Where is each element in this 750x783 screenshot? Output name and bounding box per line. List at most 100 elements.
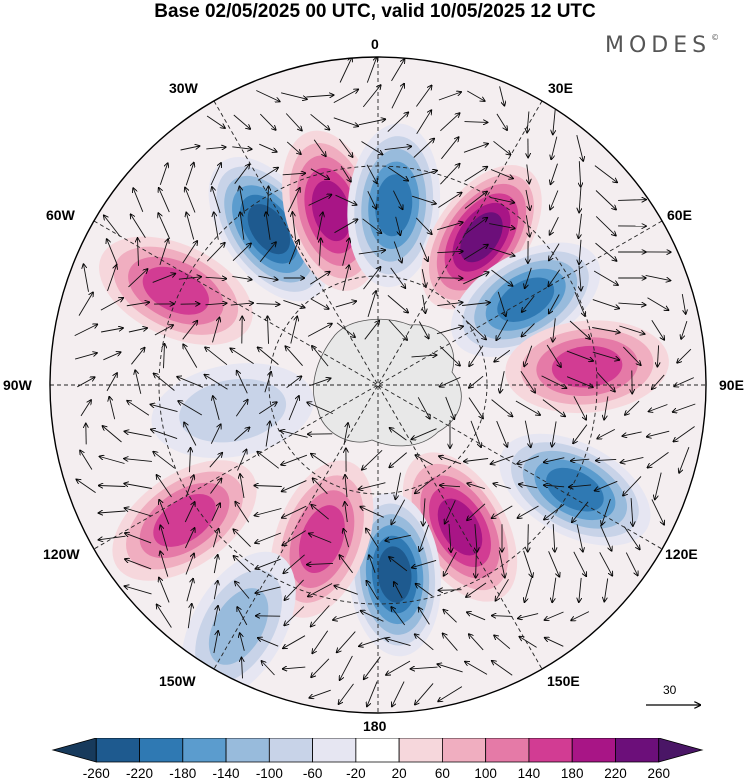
wind-arrow bbox=[265, 422, 270, 447]
wind-arrow bbox=[339, 683, 354, 704]
wind-arrow bbox=[125, 586, 152, 595]
wind-arrow bbox=[182, 241, 197, 264]
colorbar-swatch bbox=[51, 738, 97, 763]
anomaly-contour bbox=[153, 494, 216, 547]
wind-arrow bbox=[103, 352, 120, 361]
wind-arrow bbox=[125, 431, 152, 438]
wind-arrow bbox=[468, 397, 483, 419]
wind-arrow bbox=[333, 89, 358, 103]
wind-arrow bbox=[518, 613, 539, 619]
wind-arrow bbox=[631, 498, 633, 526]
wind-arrow bbox=[345, 475, 347, 498]
wind-arrow bbox=[548, 551, 560, 576]
wind-arrow bbox=[286, 376, 302, 389]
wind-arrow bbox=[579, 239, 581, 264]
wind-arrow bbox=[361, 141, 383, 155]
wind-arrow bbox=[550, 190, 559, 210]
colorbar-label: 140 bbox=[517, 766, 541, 781]
wind-arrow bbox=[593, 270, 618, 285]
wind-arrow bbox=[492, 616, 513, 617]
wind-arrow bbox=[209, 453, 222, 468]
wind-arrow bbox=[367, 191, 376, 209]
colorbar bbox=[51, 738, 704, 763]
wind-arrow bbox=[310, 272, 329, 285]
map-disc bbox=[50, 57, 706, 713]
label-lon-90w: 90W bbox=[3, 377, 32, 393]
wind-arrow bbox=[392, 681, 405, 707]
wind-arrow bbox=[309, 689, 331, 698]
wind-arrow bbox=[437, 278, 463, 279]
wind-arrow bbox=[552, 577, 557, 603]
wind-arrow bbox=[84, 264, 89, 292]
colorbar-swatch bbox=[658, 738, 704, 763]
anomaly-contour bbox=[179, 378, 287, 443]
wind-arrow bbox=[517, 455, 539, 464]
wind-arrow bbox=[677, 348, 692, 363]
wind-arrow bbox=[494, 349, 511, 361]
wind-arrow bbox=[124, 484, 152, 489]
wind-arrow bbox=[493, 484, 511, 489]
wind-arrow bbox=[319, 238, 321, 266]
wind-arrow bbox=[463, 272, 488, 285]
wind-arrow bbox=[445, 500, 456, 523]
wind-arrow bbox=[546, 344, 561, 367]
wind-arrow bbox=[235, 582, 250, 599]
wind-arrow bbox=[309, 378, 331, 387]
wind-arrow bbox=[258, 638, 279, 647]
wind-arrow bbox=[549, 294, 560, 314]
wind-arrow bbox=[212, 529, 218, 548]
wind-arrow bbox=[282, 173, 306, 175]
anomaly-contour bbox=[377, 546, 412, 603]
wind-arrow bbox=[415, 683, 434, 704]
wind-arrow bbox=[623, 476, 642, 495]
wind-arrow bbox=[418, 321, 428, 339]
wind-arrow bbox=[391, 59, 405, 82]
wind-arrow bbox=[464, 192, 487, 209]
wind-arrow bbox=[151, 404, 178, 413]
wind-arrow bbox=[464, 218, 487, 235]
wind-arrow bbox=[595, 480, 618, 490]
wind-arrow bbox=[212, 318, 220, 343]
wind-arrow bbox=[464, 122, 488, 123]
wind-arrow bbox=[524, 420, 530, 448]
wind-arrow bbox=[576, 134, 583, 161]
colorbar-label: -260 bbox=[82, 766, 110, 781]
wind-arrow bbox=[367, 681, 378, 707]
label-lon-30w: 30W bbox=[169, 80, 198, 96]
wind-arrow bbox=[186, 579, 193, 602]
wind-arrow bbox=[395, 472, 402, 500]
wind-arrow bbox=[386, 638, 411, 647]
wind-arrow bbox=[285, 113, 302, 131]
wind-arrow bbox=[358, 250, 385, 255]
wind-arrow bbox=[280, 431, 308, 438]
anomaly-contour bbox=[375, 174, 413, 237]
wind-arrow bbox=[283, 635, 306, 649]
colorbar-swatch bbox=[355, 738, 400, 763]
wind-arrow bbox=[416, 110, 432, 135]
wind-arrow bbox=[342, 265, 349, 291]
wind-arrow bbox=[465, 320, 486, 340]
wind-arrow bbox=[206, 147, 225, 149]
wind-arrow bbox=[213, 581, 217, 600]
wind-arrow bbox=[566, 350, 593, 361]
label-lon-180: 180 bbox=[363, 718, 387, 734]
wind-arrow bbox=[233, 529, 251, 548]
brand-mark: © bbox=[711, 33, 720, 42]
wind-arrow bbox=[545, 638, 564, 647]
wind-arrow bbox=[210, 424, 220, 444]
wind-arrow bbox=[393, 241, 402, 263]
wind-arrow bbox=[154, 374, 175, 391]
colorbar-label: -220 bbox=[126, 766, 154, 781]
wind-arrow bbox=[211, 503, 220, 521]
wind-arrow bbox=[463, 144, 488, 153]
wind-arrow bbox=[622, 346, 640, 365]
wind-arrow bbox=[178, 277, 201, 279]
colorbar-label: -20 bbox=[346, 766, 366, 781]
wind-arrow bbox=[419, 242, 428, 261]
anomaly-center-2 bbox=[347, 123, 441, 288]
wind-arrow bbox=[492, 661, 513, 676]
wind-arrow bbox=[282, 505, 307, 518]
wind-arrow bbox=[281, 454, 308, 465]
wind-arrow bbox=[309, 534, 332, 543]
wind-arrow bbox=[445, 396, 455, 419]
